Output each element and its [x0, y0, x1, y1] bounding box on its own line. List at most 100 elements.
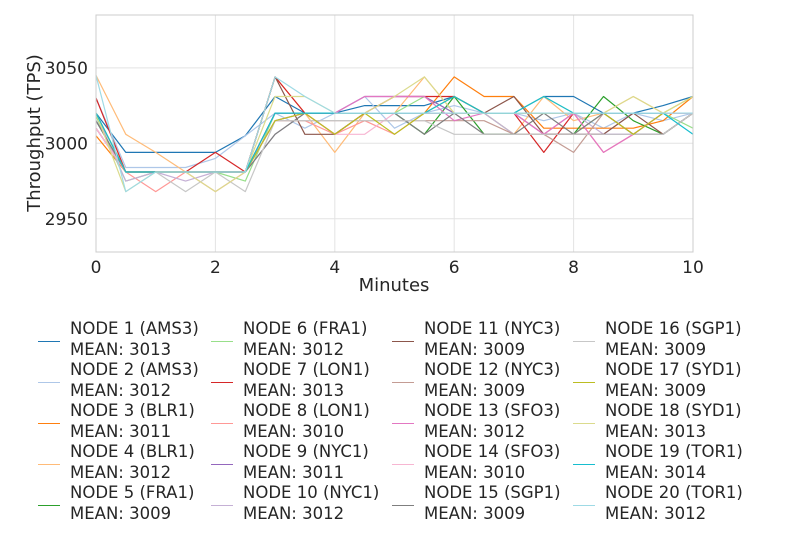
legend-series-name: NODE 20 (TOR1) — [605, 483, 743, 502]
legend-series-mean: MEAN: 3013 — [605, 422, 707, 441]
legend-swatch — [211, 341, 233, 342]
line-chart: 0 2 4 6 8 10 2950 3000 3050 Minutes Throughput … — [24, 14, 704, 296]
legend-label: NODE 14 (SFO3) MEAN: 3010 — [424, 441, 560, 483]
legend-label: NODE 20 (TOR1) MEAN: 3012 — [605, 482, 743, 524]
legend-series-mean: MEAN: 3012 — [70, 381, 172, 400]
legend-label: NODE 17 (SYD1) MEAN: 3009 — [605, 359, 742, 401]
series-line — [95, 95, 694, 182]
x-tick-label: 0 — [91, 258, 102, 278]
legend-series-mean: MEAN: 3009 — [605, 381, 707, 400]
legend-label: NODE 6 (FRA1) MEAN: 3012 — [243, 318, 367, 360]
legend-series-mean: MEAN: 3009 — [605, 340, 707, 359]
legend-item: NODE 12 (NYC3) MEAN: 3009 — [392, 359, 567, 407]
series-line — [95, 75, 693, 173]
legend-series-name: NODE 17 (SYD1) — [605, 360, 742, 379]
legend-label: NODE 10 (NYC1) MEAN: 3012 — [243, 482, 379, 524]
legend-swatch — [573, 341, 595, 342]
legend-series-name: NODE 18 (SYD1) — [605, 401, 742, 420]
legend-series-name: NODE 9 (NYC1) — [243, 442, 369, 461]
legend-label: NODE 3 (BLR1) MEAN: 3011 — [70, 400, 195, 442]
x-axis-label: Minutes — [359, 275, 430, 296]
legend-label: NODE 7 (LON1) MEAN: 3013 — [243, 359, 370, 401]
legend-series-mean: MEAN: 3014 — [605, 463, 707, 482]
legend-series-mean: MEAN: 3010 — [424, 463, 526, 482]
grid-lines — [95, 15, 694, 252]
legend-series-mean: MEAN: 3012 — [424, 422, 526, 441]
legend-swatch — [392, 423, 414, 424]
legend-series-mean: MEAN: 3013 — [243, 381, 345, 400]
legend-series-name: NODE 10 (NYC1) — [243, 483, 380, 502]
x-tick-label: 4 — [329, 258, 340, 278]
legend-item: NODE 20 (TOR1) MEAN: 3012 — [573, 482, 773, 530]
legend-swatch — [38, 423, 60, 424]
legend-series-name: NODE 1 (AMS3) — [70, 319, 199, 338]
legend-series-mean: MEAN: 3009 — [424, 381, 526, 400]
legend-series-mean: MEAN: 3009 — [70, 504, 172, 523]
series-line — [95, 112, 694, 193]
y-tick-label: 3000 — [45, 134, 88, 154]
series-line — [95, 95, 694, 153]
x-tick-label: 2 — [210, 258, 221, 278]
legend-series-mean: MEAN: 3012 — [243, 504, 345, 523]
legend-series-name: NODE 15 (SGP1) — [424, 483, 561, 502]
legend-item: NODE 16 (SGP1) MEAN: 3009 — [573, 318, 773, 366]
legend-swatch — [392, 341, 414, 342]
series-line — [95, 112, 694, 173]
legend-label: NODE 19 (TOR1) MEAN: 3014 — [605, 441, 743, 483]
legend-item: NODE 15 (SGP1) MEAN: 3009 — [392, 482, 567, 530]
series-line — [95, 76, 693, 173]
legend-swatch — [573, 423, 595, 424]
legend-swatch — [211, 505, 233, 506]
legend-label: NODE 4 (BLR1) MEAN: 3012 — [70, 441, 195, 483]
legend-series-mean: MEAN: 3011 — [70, 422, 172, 441]
legend-item: NODE 11 (NYC3) MEAN: 3009 — [392, 318, 567, 366]
legend-item: NODE 19 (TOR1) MEAN: 3014 — [573, 441, 773, 489]
legend-item: NODE 6 (FRA1) MEAN: 3012 — [211, 318, 386, 366]
legend-swatch — [573, 505, 595, 506]
legend-series-name: NODE 8 (LON1) — [243, 401, 370, 420]
legend-series-name: NODE 5 (FRA1) — [70, 483, 195, 502]
legend-swatch — [211, 423, 233, 424]
series-line — [95, 112, 693, 173]
y-tick-label: 3050 — [45, 59, 88, 79]
legend-label: NODE 8 (LON1) MEAN: 3010 — [243, 400, 370, 442]
legend-item: NODE 17 (SYD1) MEAN: 3009 — [573, 359, 773, 407]
legend-label: NODE 13 (SFO3) MEAN: 3012 — [424, 400, 560, 442]
legend-label: NODE 18 (SYD1) MEAN: 3013 — [605, 400, 742, 442]
series-line — [95, 76, 694, 173]
legend-series-mean: MEAN: 3010 — [243, 422, 345, 441]
legend-label: NODE 12 (NYC3) MEAN: 3009 — [424, 359, 560, 401]
legend-series-mean: MEAN: 3012 — [605, 504, 707, 523]
legend-item: NODE 4 (BLR1) MEAN: 3012 — [38, 441, 213, 489]
legend-label: NODE 15 (SGP1) MEAN: 3009 — [424, 482, 561, 524]
legend-series-mean: MEAN: 3011 — [243, 463, 345, 482]
series-line — [95, 112, 693, 173]
legend-series-mean: MEAN: 3009 — [424, 504, 526, 523]
series-line — [95, 112, 693, 182]
series-lines — [95, 75, 694, 193]
legend-item: NODE 5 (FRA1) MEAN: 3009 — [38, 482, 213, 530]
legend-series-name: NODE 16 (SGP1) — [605, 319, 742, 338]
legend: NODE 1 (AMS3) MEAN: 3013 NODE 2 (AMS3) MEAN… — [0, 318, 799, 528]
legend-series-name: NODE 2 (AMS3) — [70, 360, 199, 379]
legend-series-name: NODE 7 (LON1) — [243, 360, 370, 379]
series-line — [95, 76, 694, 173]
legend-item: NODE 9 (NYC1) MEAN: 3011 — [211, 441, 386, 489]
legend-series-mean: MEAN: 3013 — [70, 340, 172, 359]
x-tick-label: 8 — [568, 258, 579, 278]
legend-series-name: NODE 19 (TOR1) — [605, 442, 743, 461]
x-tick-labels: 0 2 4 6 8 10 — [91, 258, 704, 278]
legend-swatch — [211, 382, 233, 383]
series-line — [95, 95, 694, 169]
legend-swatch — [211, 464, 233, 465]
legend-item: NODE 7 (LON1) MEAN: 3013 — [211, 359, 386, 407]
legend-label: NODE 9 (NYC1) MEAN: 3011 — [243, 441, 369, 483]
legend-series-name: NODE 13 (SFO3) — [424, 401, 561, 420]
legend-series-name: NODE 11 (NYC3) — [424, 319, 561, 338]
legend-series-mean: MEAN: 3009 — [424, 340, 526, 359]
series-line — [95, 75, 693, 193]
legend-item: NODE 8 (LON1) MEAN: 3010 — [211, 400, 386, 448]
legend-label: NODE 11 (NYC3) MEAN: 3009 — [424, 318, 560, 360]
legend-swatch — [38, 464, 60, 465]
legend-swatch — [392, 464, 414, 465]
